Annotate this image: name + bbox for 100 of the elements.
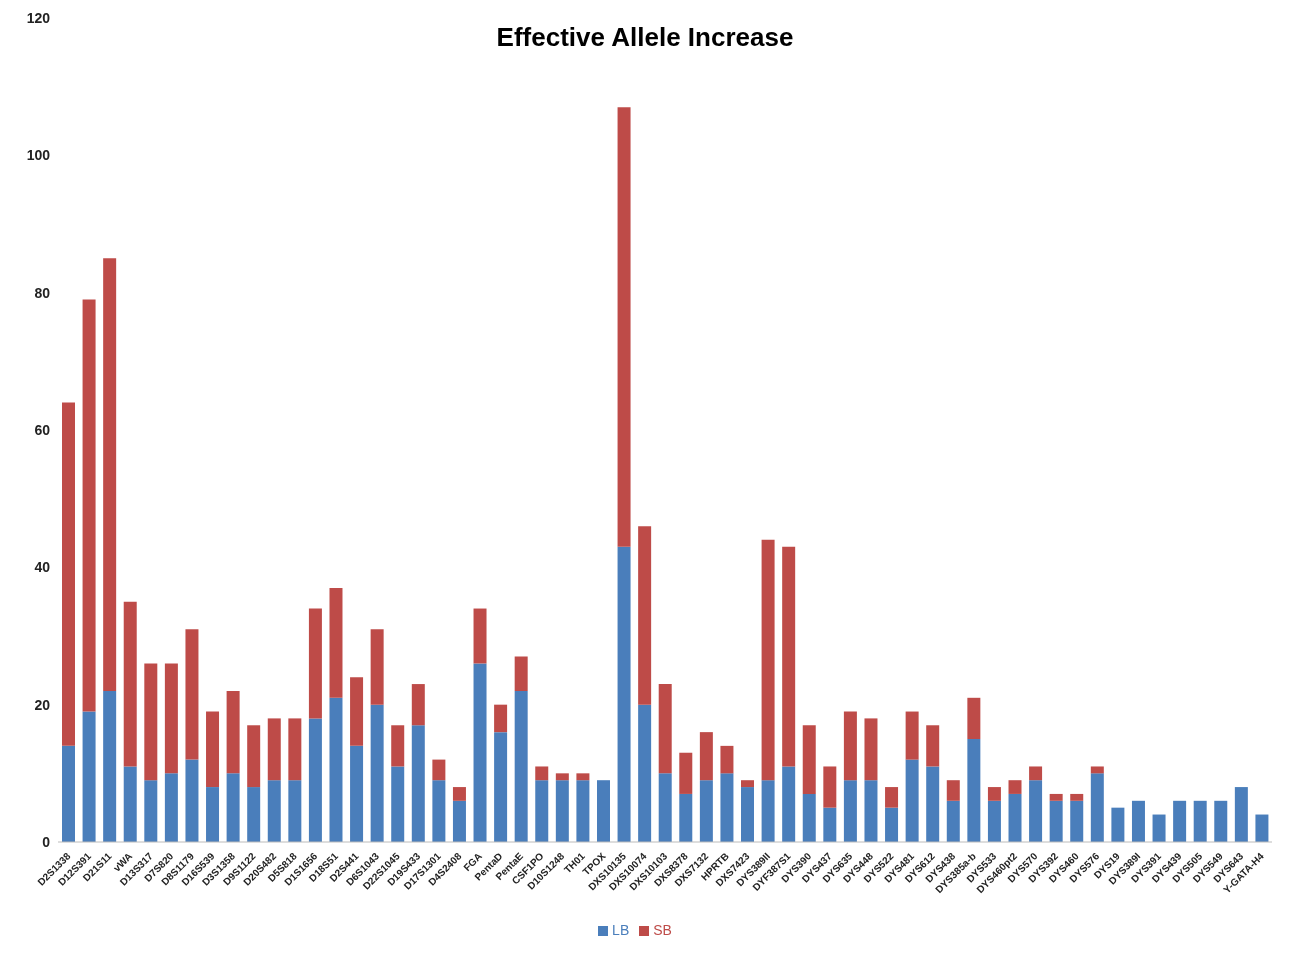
y-tick-label: 0 <box>42 833 51 850</box>
bar <box>946 780 960 801</box>
bar <box>411 725 425 842</box>
bar <box>82 299 96 712</box>
bar <box>164 663 178 774</box>
bar <box>329 587 343 698</box>
bar <box>370 704 384 842</box>
bar <box>82 711 96 842</box>
y-tick-label: 40 <box>34 559 51 576</box>
bar <box>638 526 652 705</box>
bar <box>494 732 508 842</box>
bar <box>679 752 693 794</box>
bar <box>288 780 302 842</box>
bar <box>782 766 796 842</box>
bar <box>1111 807 1125 842</box>
bar <box>350 745 364 842</box>
bar <box>473 663 487 842</box>
bar <box>1152 814 1166 842</box>
bar <box>782 546 796 767</box>
bar <box>452 800 466 842</box>
bar <box>987 800 1001 842</box>
bar <box>843 780 857 842</box>
bar <box>1049 800 1063 842</box>
bar <box>823 807 837 842</box>
bar <box>267 780 281 842</box>
legend-label: LB <box>612 922 630 938</box>
bar <box>1173 800 1187 842</box>
bar <box>761 780 775 842</box>
bar <box>535 780 549 842</box>
bar <box>1008 793 1022 842</box>
chart-title: Effective Allele Increase <box>496 22 794 52</box>
bar <box>473 608 487 664</box>
bar <box>452 787 466 801</box>
bar <box>1070 793 1084 801</box>
bar <box>350 677 364 746</box>
bar <box>185 759 199 842</box>
bar <box>596 780 610 842</box>
bar <box>1193 800 1207 842</box>
bar <box>308 718 322 842</box>
bar <box>329 697 343 842</box>
bar <box>885 787 899 808</box>
bar <box>1214 800 1228 842</box>
bar <box>370 629 384 705</box>
bar <box>802 725 816 794</box>
bar <box>391 766 405 842</box>
bar <box>905 759 919 842</box>
bar <box>432 759 446 781</box>
bar <box>123 601 137 767</box>
bar <box>720 745 734 774</box>
bar <box>247 725 261 788</box>
bar <box>987 787 1001 801</box>
bar <box>247 787 261 842</box>
y-tick-label: 120 <box>26 9 51 26</box>
bar <box>1234 787 1248 842</box>
bar <box>62 402 75 746</box>
bar <box>1070 800 1084 842</box>
bar <box>679 793 693 842</box>
bar <box>576 780 590 842</box>
bar <box>885 807 899 842</box>
bar <box>658 684 672 774</box>
bar <box>535 766 549 781</box>
bar <box>288 718 302 781</box>
bar <box>802 793 816 842</box>
bar <box>617 107 631 547</box>
bar <box>226 773 240 842</box>
y-tick-label: 80 <box>34 284 51 301</box>
bar <box>62 745 75 842</box>
legend-label: SB <box>653 922 672 938</box>
y-tick-label: 100 <box>26 147 51 164</box>
bar <box>926 766 940 842</box>
bar <box>658 773 672 842</box>
bar <box>1029 766 1043 781</box>
bar <box>1049 793 1063 801</box>
bar <box>946 800 960 842</box>
bar <box>185 629 199 760</box>
bar <box>699 780 713 842</box>
bar <box>905 711 919 760</box>
bar <box>494 704 508 733</box>
bar <box>514 690 528 842</box>
bar <box>1008 780 1022 794</box>
y-tick-label: 20 <box>34 696 51 713</box>
bar <box>308 608 322 719</box>
bar <box>206 711 220 788</box>
bar <box>555 773 569 781</box>
bar <box>267 718 281 781</box>
bar <box>720 773 734 842</box>
bar <box>555 780 569 842</box>
bar <box>514 656 528 691</box>
bar <box>144 663 158 781</box>
bar <box>226 690 240 774</box>
bar <box>103 690 117 842</box>
bar <box>761 539 775 781</box>
y-tick-label: 60 <box>34 421 51 438</box>
bar <box>741 780 755 788</box>
bar <box>823 766 837 808</box>
bar <box>164 773 178 842</box>
bar <box>864 780 878 842</box>
bar <box>1090 773 1104 842</box>
bar <box>391 725 405 767</box>
bar <box>864 718 878 781</box>
